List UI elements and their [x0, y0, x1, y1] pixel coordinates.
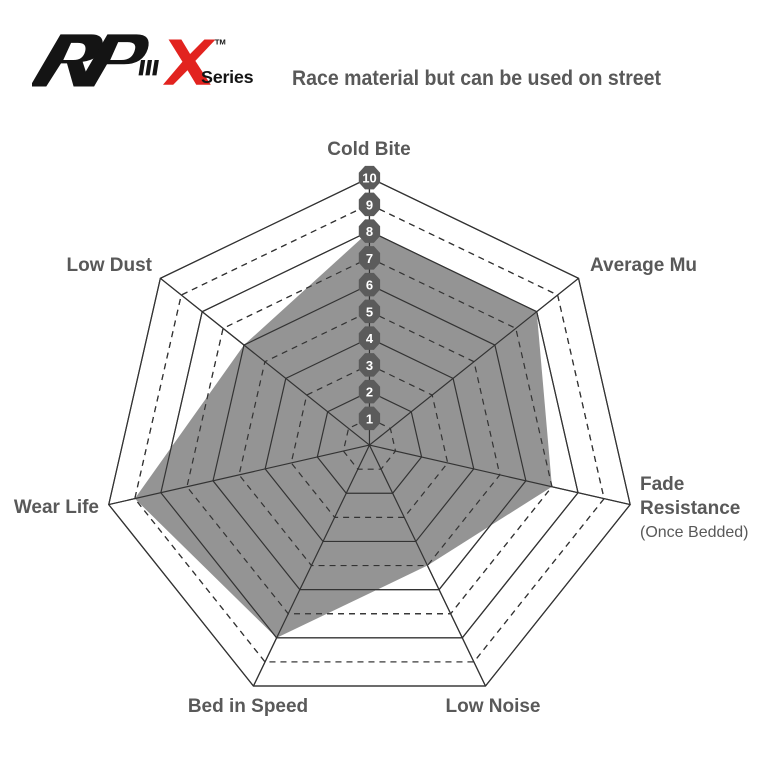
svg-text:10: 10	[362, 171, 376, 186]
svg-text:4: 4	[366, 331, 374, 346]
svg-text:1: 1	[366, 411, 373, 426]
svg-text:Bed in Speed: Bed in Speed	[188, 696, 308, 717]
svg-text:3: 3	[366, 358, 373, 373]
svg-text:2: 2	[366, 385, 373, 400]
svg-text:(Once Bedded): (Once Bedded)	[640, 524, 749, 541]
svg-text:Low Dust: Low Dust	[67, 255, 153, 276]
svg-text:6: 6	[366, 278, 373, 293]
svg-text:Fade: Fade	[640, 474, 684, 495]
svg-text:7: 7	[366, 251, 373, 266]
svg-text:Resistance: Resistance	[640, 498, 740, 519]
svg-text:9: 9	[366, 197, 373, 212]
svg-text:8: 8	[366, 224, 373, 239]
svg-text:Cold Bite: Cold Bite	[327, 139, 410, 160]
svg-text:Wear Life: Wear Life	[14, 497, 99, 518]
svg-text:Average Mu: Average Mu	[590, 255, 697, 276]
svg-text:Low Noise: Low Noise	[445, 696, 540, 717]
svg-text:5: 5	[366, 304, 373, 319]
